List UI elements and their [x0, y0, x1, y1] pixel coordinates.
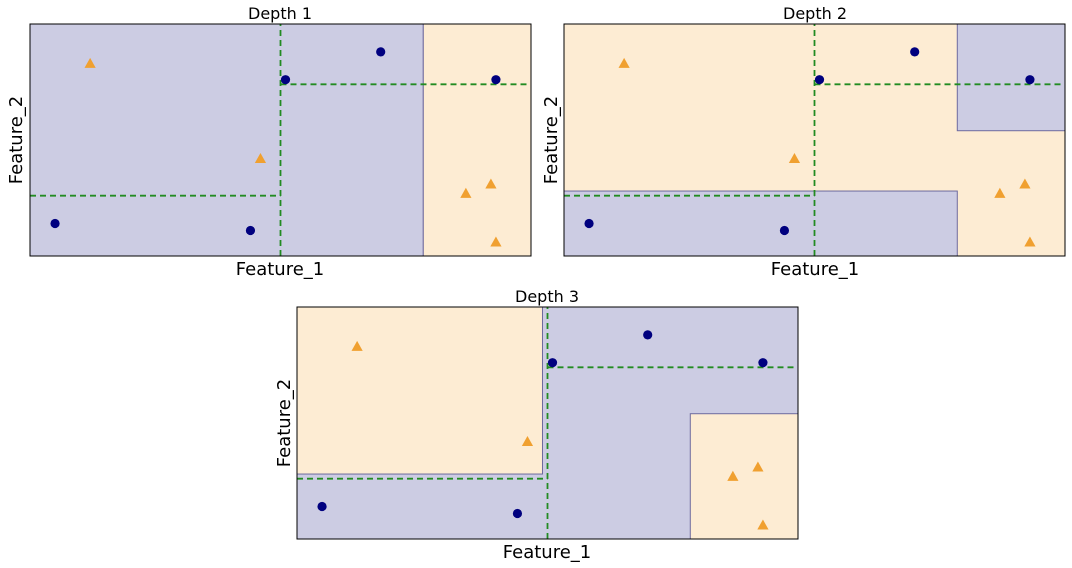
x-axis-label: Feature_1 — [771, 259, 859, 280]
data-point-circle — [280, 75, 291, 85]
panel-title: Depth 1 — [248, 4, 312, 23]
plot-frame — [296, 306, 799, 540]
data-point-circle — [50, 218, 60, 229]
decision-region-b — [689, 413, 799, 540]
data-point-circle — [547, 358, 558, 368]
data-point-circle — [491, 75, 501, 85]
data-point-circle — [317, 501, 327, 512]
data-point-circle — [376, 47, 386, 57]
panel-title: Depth 2 — [783, 4, 847, 23]
data-point-triangle — [485, 178, 497, 189]
data-point-triangle — [618, 57, 630, 68]
data-point-triangle — [1019, 178, 1031, 189]
data-point-triangle — [460, 187, 472, 198]
data-point-circle — [758, 358, 768, 368]
panel-title: Depth 3 — [515, 287, 579, 306]
plot-frame — [29, 23, 532, 257]
data-point-circle — [1025, 75, 1035, 85]
x-axis-label: Feature_1 — [503, 542, 591, 563]
data-point-triangle — [84, 57, 96, 68]
y-axis-label: Feature_2 — [6, 96, 27, 184]
data-point-circle — [584, 218, 594, 229]
data-point-triangle — [1024, 236, 1036, 247]
data-point-circle — [512, 508, 523, 519]
data-point-triangle — [994, 187, 1006, 198]
data-point-triangle — [727, 470, 739, 481]
data-point-circle — [643, 330, 653, 340]
data-point-circle — [910, 47, 920, 57]
decision-region-b — [296, 306, 543, 475]
data-point-triangle — [788, 152, 801, 164]
x-axis-label: Feature_1 — [236, 259, 324, 280]
plot-frame — [563, 23, 1066, 257]
panel-depth-1: Depth 1 Feature_1 Feature_2 — [6, 4, 532, 280]
decision-region-a — [29, 23, 424, 257]
data-point-triangle — [757, 519, 769, 530]
data-point-triangle — [351, 340, 363, 351]
data-point-triangle — [254, 152, 267, 164]
y-axis-label: Feature_2 — [541, 96, 562, 184]
data-point-triangle — [490, 236, 502, 247]
y-axis-label: Feature_2 — [274, 379, 295, 467]
data-point-triangle — [521, 435, 534, 447]
panel-depth-3: Depth 3 Feature_1 Feature_2 — [274, 287, 799, 563]
panel-depth-2: Depth 2 Feature_1 Feature_2 — [541, 4, 1066, 280]
decision-region-a — [563, 190, 958, 257]
decision-region-a — [956, 23, 1066, 132]
decision-region-b — [422, 23, 532, 257]
data-point-triangle — [752, 461, 764, 472]
data-point-circle — [779, 225, 790, 236]
data-point-circle — [814, 75, 825, 85]
data-point-circle — [245, 225, 256, 236]
